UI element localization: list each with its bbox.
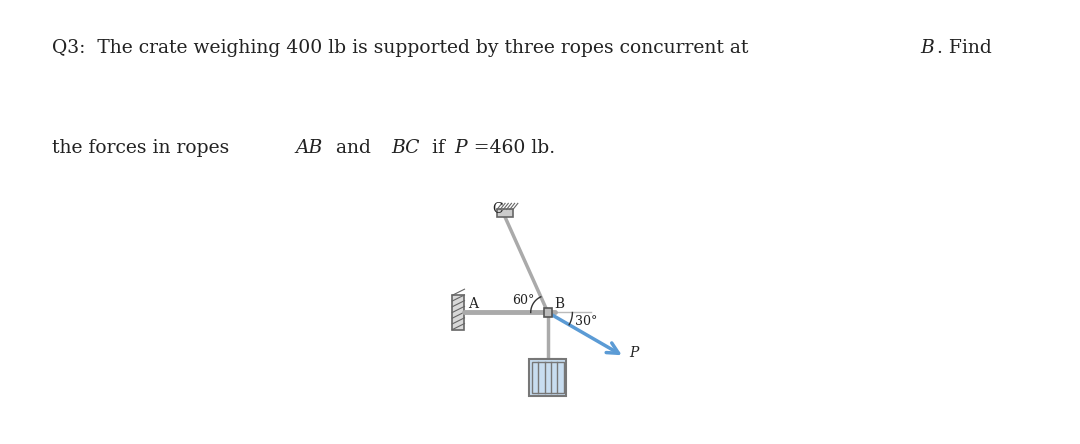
Text: B: B [920, 39, 934, 57]
Text: Q3:  The crate weighing 400 lb is supported by three ropes concurrent at: Q3: The crate weighing 400 lb is support… [52, 39, 754, 57]
Text: 60°: 60° [512, 294, 535, 307]
Text: =460 lb.: =460 lb. [470, 139, 555, 157]
Text: BC: BC [391, 139, 419, 157]
Text: C: C [492, 202, 503, 216]
Text: 30°: 30° [575, 315, 597, 328]
Bar [532, 362, 564, 393]
Text: if: if [426, 139, 450, 157]
Text: and: and [330, 139, 377, 157]
Text: B: B [554, 297, 564, 311]
Bar [529, 359, 566, 396]
Bar [543, 308, 552, 317]
Bar [497, 210, 513, 217]
Text: P: P [630, 345, 638, 360]
Text: . Find: . Find [937, 39, 993, 57]
Text: P: P [455, 139, 468, 157]
Text: the forces in ropes: the forces in ropes [52, 139, 235, 157]
Text: AB: AB [296, 139, 323, 157]
Bar [453, 295, 464, 329]
Text: A: A [468, 297, 478, 311]
